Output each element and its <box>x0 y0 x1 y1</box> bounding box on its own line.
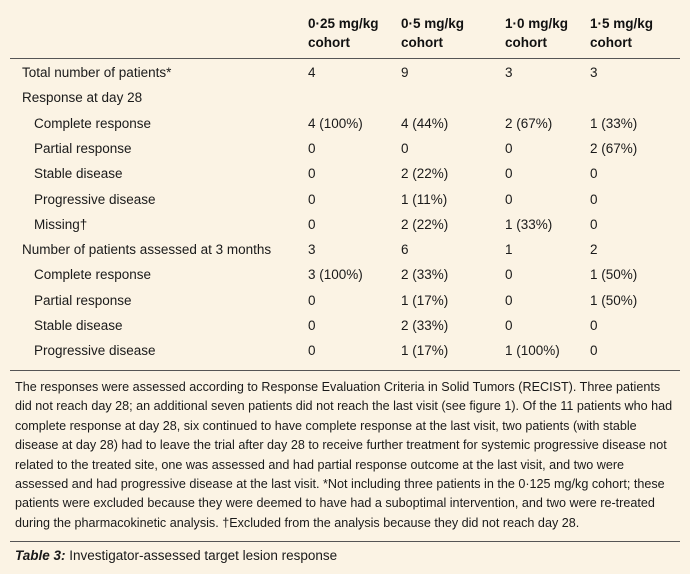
table-cell: 2 (67%) <box>590 140 638 156</box>
table-cell: 1 <box>505 242 513 258</box>
table-cell: 2 (33%) <box>401 318 449 333</box>
table-cell: 0 <box>308 166 316 182</box>
column-header-1-5: 1·5 mg/kg cohort <box>590 14 653 52</box>
table-cell: 0 <box>590 191 598 207</box>
column-header-0-5: 0·5 mg/kg cohort <box>401 14 464 52</box>
table-cell: 1 (33%) <box>590 115 638 131</box>
row-label: Stable disease <box>34 318 123 333</box>
table-row: Stable disease 0 2 (33%) 0 0 <box>0 313 690 338</box>
table-cell: 3 <box>308 242 316 258</box>
column-header-line: cohort <box>401 35 443 50</box>
column-header-line: cohort <box>308 35 350 50</box>
table-cell: 0 <box>308 216 316 232</box>
table-cell: 6 <box>401 242 409 258</box>
table-row: Response at day 28 <box>0 85 690 110</box>
table-cell: 3 (100%) <box>308 267 363 283</box>
table-cell: 0 <box>505 191 513 207</box>
table-cell: 0 <box>401 140 409 156</box>
table-cell: 1 (50%) <box>590 292 638 308</box>
table-cell: 3 <box>590 65 598 80</box>
table-cell: 0 <box>505 292 513 308</box>
table-row: Total number of patients* 4 9 3 3 <box>0 60 690 85</box>
column-header-line: 1·0 mg/kg <box>505 16 569 31</box>
table-cell: 0 <box>590 166 598 182</box>
row-label: Complete response <box>34 267 152 283</box>
column-header-line: 0·25 mg/kg <box>308 16 379 31</box>
row-label: Partial response <box>34 140 132 156</box>
table-row: Complete response 4 (100%) 4 (44%) 2 (67… <box>0 111 690 136</box>
table-cell: 0 <box>308 318 316 333</box>
column-header-0-25: 0·25 mg/kg cohort <box>308 14 379 52</box>
table-cell: 1 (11%) <box>401 191 448 207</box>
table-cell: 2 (33%) <box>401 267 449 283</box>
row-label: Complete response <box>34 115 152 131</box>
row-label: Stable disease <box>34 166 123 182</box>
table-cell: 2 <box>590 242 598 258</box>
row-label: Missing† <box>34 216 88 232</box>
table-cell: 0 <box>590 216 598 232</box>
table-cell: 1 (17%) <box>401 292 449 308</box>
row-label: Partial response <box>34 292 132 308</box>
table-cell: 0 <box>505 166 513 182</box>
table-row: Progressive disease 0 1 (11%) 0 0 <box>0 187 690 212</box>
column-header-line: cohort <box>590 35 632 50</box>
table-cell: 0 <box>308 343 316 359</box>
table-cell: 4 (100%) <box>308 115 363 131</box>
table-caption: Table 3: Investigator-assessed target le… <box>15 546 337 566</box>
table-cell: 3 <box>505 65 513 80</box>
table-cell: 1 (33%) <box>505 216 553 232</box>
table-row: Complete response 3 (100%) 2 (33%) 0 1 (… <box>0 262 690 287</box>
table-cell: 0 <box>505 267 513 283</box>
table-cell: 0 <box>308 191 316 207</box>
table-cell: 1 (50%) <box>590 267 638 283</box>
row-label: Number of patients assessed at 3 months <box>22 242 272 258</box>
column-header-line: 1·5 mg/kg <box>590 16 654 31</box>
body-divider <box>10 370 680 371</box>
table-row: Progressive disease 0 1 (17%) 1 (100%) 0 <box>0 338 690 363</box>
table-cell: 0 <box>308 140 316 156</box>
table-footnote: The responses were assessed according to… <box>15 380 673 530</box>
table-cell: 1 (100%) <box>505 343 560 359</box>
table-header: 0·25 mg/kg cohort 0·5 mg/kg cohort 1·0 m… <box>0 0 690 58</box>
column-header-line: 0·5 mg/kg <box>401 16 465 31</box>
table-cell: 4 (44%) <box>401 115 449 131</box>
table-row: Missing† 0 2 (22%) 1 (33%) 0 <box>0 212 690 237</box>
table-cell: 2 (67%) <box>505 115 553 131</box>
column-header-1-0: 1·0 mg/kg cohort <box>505 14 568 52</box>
table-cell: 4 <box>308 65 316 80</box>
caption-label: Table 3: <box>15 548 66 563</box>
row-label: Progressive disease <box>34 191 156 207</box>
table-cell: 0 <box>505 318 513 333</box>
table-cell: 9 <box>401 65 409 80</box>
row-label: Progressive disease <box>34 343 156 359</box>
row-label: Total number of patients* <box>22 65 172 80</box>
table-cell: 2 (22%) <box>401 166 449 182</box>
column-header-line: cohort <box>505 35 547 50</box>
table-cell: 2 (22%) <box>401 216 449 232</box>
caption-divider <box>10 541 680 542</box>
table-cell: 0 <box>590 318 598 333</box>
header-divider <box>10 58 680 59</box>
table-cell: 0 <box>308 292 316 308</box>
caption-text: Investigator-assessed target lesion resp… <box>65 548 338 563</box>
table-cell: 1 (17%) <box>401 343 449 359</box>
table-row: Partial response 0 1 (17%) 0 1 (50%) <box>0 288 690 313</box>
row-label: Response at day 28 <box>22 90 143 106</box>
table-cell: 0 <box>505 140 513 156</box>
table-row: Stable disease 0 2 (22%) 0 0 <box>0 161 690 186</box>
table-row: Number of patients assessed at 3 months … <box>0 237 690 262</box>
table-row: Partial response 0 0 0 2 (67%) <box>0 136 690 161</box>
table-cell: 0 <box>590 343 598 359</box>
